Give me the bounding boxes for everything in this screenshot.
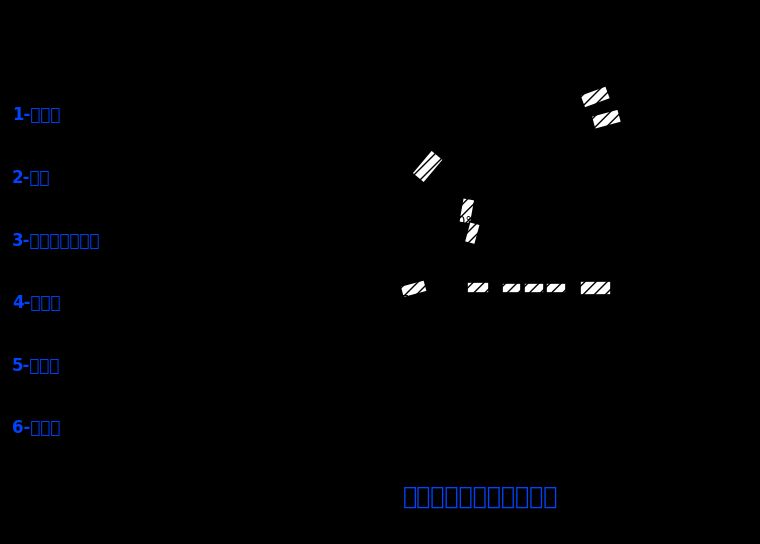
- Polygon shape: [412, 150, 444, 183]
- Text: 2: 2: [599, 66, 608, 81]
- Text: 床: 床: [515, 106, 524, 121]
- Text: 河: 河: [679, 224, 690, 242]
- Text: 4-顺水块: 4-顺水块: [12, 294, 61, 312]
- Text: 主: 主: [568, 59, 578, 74]
- Polygon shape: [580, 85, 611, 108]
- Text: >90°: >90°: [439, 215, 472, 228]
- Text: α<90°: α<90°: [477, 304, 518, 317]
- Text: 河: 河: [546, 84, 555, 99]
- Text: 岸: 岸: [679, 266, 690, 284]
- Text: 5-导堵坠: 5-导堵坠: [12, 357, 61, 375]
- Text: 1-拦水块: 1-拦水块: [12, 107, 61, 125]
- Text: 3: 3: [493, 191, 502, 206]
- Polygon shape: [502, 283, 521, 293]
- Polygon shape: [524, 283, 543, 293]
- Polygon shape: [580, 281, 610, 295]
- Text: 3: 3: [468, 294, 477, 308]
- Text: 浅水滩: 浅水滩: [515, 220, 542, 235]
- Polygon shape: [546, 283, 566, 293]
- Text: 1: 1: [454, 125, 463, 139]
- Polygon shape: [467, 282, 489, 293]
- Polygon shape: [458, 197, 475, 224]
- Text: 6: 6: [641, 303, 650, 317]
- Polygon shape: [591, 109, 622, 129]
- Polygon shape: [464, 221, 480, 245]
- Text: 3-挑水块（丁坡）: 3-挑水块（丁坡）: [12, 232, 100, 250]
- Text: 6-潜水堆: 6-潜水堆: [12, 419, 61, 437]
- Text: 导流结构物综合布置示例: 导流结构物综合布置示例: [403, 485, 559, 509]
- Text: 岸: 岸: [288, 266, 299, 284]
- Text: 5: 5: [401, 294, 410, 308]
- Polygon shape: [400, 280, 427, 298]
- Text: 4: 4: [599, 294, 608, 308]
- Text: α: α: [420, 205, 429, 218]
- Text: 2-锁坝: 2-锁坝: [12, 169, 51, 187]
- Text: 1: 1: [401, 358, 410, 373]
- Text: 河: 河: [288, 224, 299, 242]
